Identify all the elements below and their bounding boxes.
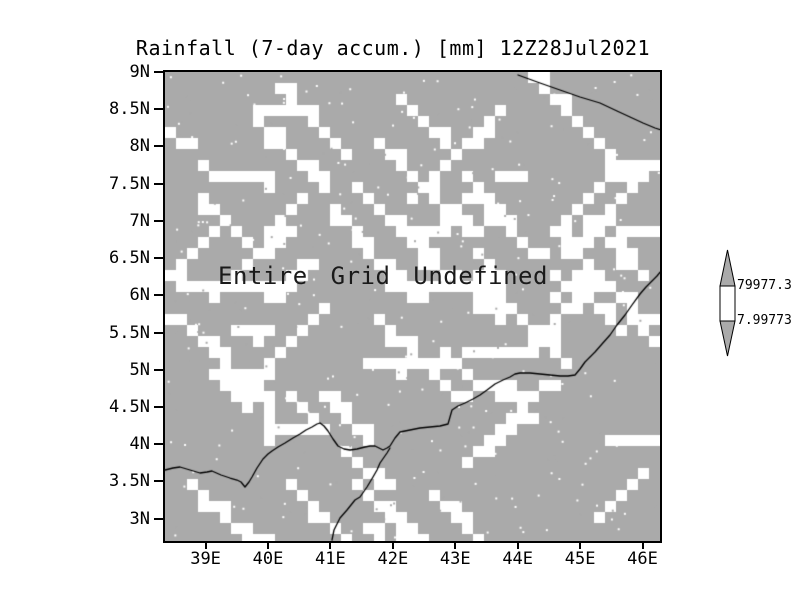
colorbar-arrow-up-icon xyxy=(719,249,736,287)
y-tick-label: 8.5N xyxy=(109,99,150,120)
grid-undefined-message: Entire Grid Undefined xyxy=(218,262,548,290)
colorbar-mid-swatch xyxy=(719,285,736,322)
x-tick-mark xyxy=(579,541,582,549)
x-tick-label: 46E xyxy=(627,549,658,569)
x-tick-mark xyxy=(641,541,644,549)
map-plot-frame xyxy=(163,70,662,543)
y-tick-label: 5.5N xyxy=(109,322,150,343)
y-tick-label: 8N xyxy=(129,136,150,157)
y-tick-label: 6.5N xyxy=(109,248,150,269)
plot-title: Rainfall (7-day accum.) [mm] 12Z28Jul202… xyxy=(135,36,651,60)
x-tick-mark xyxy=(266,541,269,549)
y-tick-label: 6N xyxy=(129,285,150,306)
x-tick-label: 40E xyxy=(252,549,284,569)
y-tick-label: 3.5N xyxy=(109,471,150,492)
y-tick-label: 7.5N xyxy=(109,173,150,194)
y-tick-mark xyxy=(154,219,163,222)
y-tick-label: 4.5N xyxy=(109,397,150,417)
x-tick-mark xyxy=(454,541,457,549)
y-tick-mark xyxy=(154,108,163,111)
y-tick-mark xyxy=(154,480,163,483)
y-tick-label: 4N xyxy=(129,434,150,455)
y-tick-mark xyxy=(154,71,163,73)
x-tick-mark xyxy=(204,541,207,549)
y-tick-label: 7N xyxy=(129,210,150,231)
colorbar-max-label: 79977.3 xyxy=(737,278,792,293)
colorbar-min-label: 7.99773 xyxy=(737,313,792,328)
y-tick-mark xyxy=(154,443,163,446)
y-tick-mark xyxy=(154,517,163,520)
colorbar xyxy=(719,249,736,357)
y-tick-label: 9N xyxy=(129,62,150,82)
y-tick-label: 3N xyxy=(129,508,150,529)
x-tick-mark xyxy=(329,541,332,549)
x-tick-label: 42E xyxy=(377,549,409,569)
map-canvas xyxy=(165,72,660,541)
y-tick-mark xyxy=(154,257,163,260)
y-tick-mark xyxy=(154,368,163,371)
x-tick-label: 41E xyxy=(315,549,346,569)
y-tick-label: 5N xyxy=(129,359,150,380)
x-tick-label: 39E xyxy=(190,549,221,569)
y-tick-mark xyxy=(154,331,163,334)
x-tick-mark xyxy=(391,541,394,549)
y-tick-mark xyxy=(154,406,163,408)
y-tick-mark xyxy=(154,145,163,148)
x-tick-mark xyxy=(516,541,519,549)
y-tick-mark xyxy=(154,294,163,297)
colorbar-arrow-down-icon xyxy=(719,320,736,357)
y-tick-mark xyxy=(154,182,163,185)
x-tick-label: 44E xyxy=(502,549,534,569)
x-tick-label: 45E xyxy=(564,549,596,569)
x-tick-label: 43E xyxy=(439,549,471,569)
